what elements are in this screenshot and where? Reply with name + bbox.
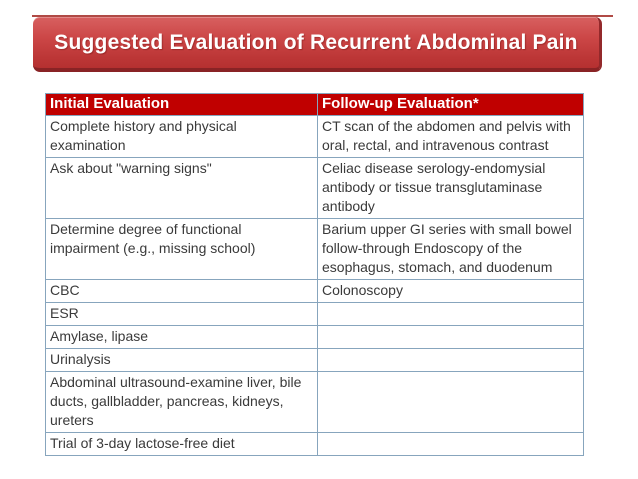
table-cell: Colonoscopy — [317, 279, 584, 303]
slide-title: Suggested Evaluation of Recurrent Abdomi… — [54, 30, 578, 54]
table-cell: CT scan of the abdomen and pelvis with o… — [317, 115, 584, 158]
table-row: Amylase, lipase — [45, 325, 584, 349]
table-header-row: Initial Evaluation Follow-up Evaluation* — [45, 93, 584, 116]
table-cell — [317, 325, 584, 349]
table-row: ESR — [45, 302, 584, 326]
table-cell: Amylase, lipase — [45, 325, 318, 349]
table-cell: Abdominal ultrasound-examine liver, bile… — [45, 371, 318, 433]
table-row: Ask about "warning signs" Celiac disease… — [45, 157, 584, 219]
column-header-initial-evaluation: Initial Evaluation — [45, 93, 318, 116]
evaluation-table: Initial Evaluation Follow-up Evaluation*… — [45, 93, 584, 456]
table-cell — [317, 302, 584, 326]
table-cell: Determine degree of functional impairmen… — [45, 218, 318, 280]
table-row: Trial of 3-day lactose-free diet — [45, 432, 584, 456]
table-cell: Trial of 3-day lactose-free diet — [45, 432, 318, 456]
table-cell: CBC — [45, 279, 318, 303]
table-cell: Barium upper GI series with small bowel … — [317, 218, 584, 280]
table-row: Urinalysis — [45, 348, 584, 372]
column-header-follow-up-evaluation: Follow-up Evaluation* — [317, 93, 584, 116]
table-row: CBC Colonoscopy — [45, 279, 584, 303]
table-cell — [317, 348, 584, 372]
table-row: Complete history and physical examinatio… — [45, 115, 584, 158]
table-cell: Urinalysis — [45, 348, 318, 372]
table-row: Abdominal ultrasound-examine liver, bile… — [45, 371, 584, 433]
table-cell: ESR — [45, 302, 318, 326]
table-cell: Complete history and physical examinatio… — [45, 115, 318, 158]
table-cell: Ask about "warning signs" — [45, 157, 318, 219]
table-cell: Celiac disease serology-endomysial antib… — [317, 157, 584, 219]
table-row: Determine degree of functional impairmen… — [45, 218, 584, 280]
slide-title-banner: Suggested Evaluation of Recurrent Abdomi… — [33, 17, 602, 72]
top-rule-divider — [32, 15, 613, 17]
table-cell — [317, 371, 584, 433]
table-cell — [317, 432, 584, 456]
